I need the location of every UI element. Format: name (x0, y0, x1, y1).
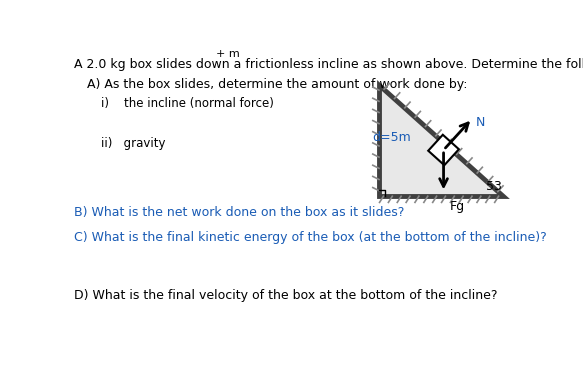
Text: d=5m: d=5m (372, 131, 410, 144)
Polygon shape (429, 135, 459, 165)
Text: C) What is the final kinetic energy of the box (at the bottom of the incline)?: C) What is the final kinetic energy of t… (75, 231, 547, 244)
Text: A 2.0 kg box slides down a frictionless incline as shown above. Determine the fo: A 2.0 kg box slides down a frictionless … (75, 58, 583, 71)
Text: D) What is the final velocity of the box at the bottom of the incline?: D) What is the final velocity of the box… (75, 290, 498, 303)
Text: ii)   gravity: ii) gravity (101, 137, 165, 150)
Text: A) As the box slides, determine the amount of work done by:: A) As the box slides, determine the amou… (87, 78, 468, 91)
Text: + m: + m (216, 49, 240, 59)
Text: 53: 53 (486, 180, 502, 193)
Text: i)    the incline (normal force): i) the incline (normal force) (101, 97, 273, 110)
Text: Fg: Fg (450, 200, 465, 213)
Text: N: N (475, 116, 484, 129)
Text: B) What is the net work done on the box as it slides?: B) What is the net work done on the box … (75, 206, 405, 219)
Polygon shape (379, 84, 503, 196)
